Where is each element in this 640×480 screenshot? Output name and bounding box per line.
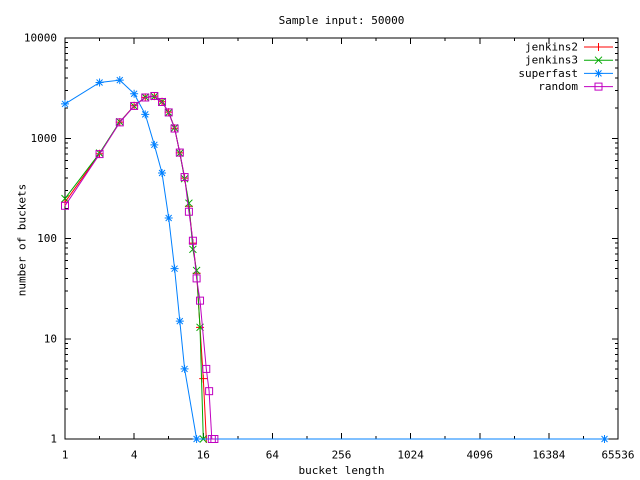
x-tick-label: 1024 bbox=[397, 449, 424, 462]
y-tick-label: 10000 bbox=[24, 32, 57, 45]
plot-frame bbox=[64, 37, 619, 440]
series-superfast-point bbox=[180, 364, 189, 373]
series-random-point bbox=[175, 148, 184, 157]
legend-marker-jenkins3 bbox=[594, 56, 603, 65]
series-jenkins3-point bbox=[192, 266, 201, 275]
series-random-point bbox=[196, 296, 205, 305]
series-random-point bbox=[170, 124, 179, 133]
legend-marker-jenkins2 bbox=[594, 43, 603, 51]
series-superfast-point bbox=[130, 89, 139, 98]
series-random-point bbox=[158, 97, 167, 106]
series-jenkins3-point bbox=[185, 199, 193, 208]
series-random-point bbox=[150, 91, 159, 100]
x-tick-label: 64 bbox=[266, 449, 280, 462]
y-tick-label: 1000 bbox=[31, 132, 58, 145]
legend-marker-superfast bbox=[594, 69, 603, 78]
series-superfast-point bbox=[600, 435, 609, 443]
x-tick-label: 65536 bbox=[601, 449, 634, 462]
series-random-point bbox=[210, 435, 219, 443]
series-superfast-point bbox=[175, 317, 184, 326]
y-tick-label: 1 bbox=[50, 433, 57, 446]
series-superfast-point bbox=[150, 140, 159, 149]
series-random-point bbox=[61, 201, 69, 210]
series-superfast-point bbox=[141, 110, 150, 119]
series-superfast-point bbox=[95, 78, 104, 87]
series-random-point bbox=[202, 364, 211, 373]
x-tick-label: 4096 bbox=[467, 449, 494, 462]
series-jenkins2-point bbox=[199, 374, 208, 383]
chart-title: Sample input: 50000 bbox=[278, 14, 405, 27]
series-superfast-point bbox=[192, 435, 201, 443]
series-jenkins2-line bbox=[64, 95, 207, 440]
series-superfast-point bbox=[158, 169, 167, 178]
y-tick-label: 100 bbox=[37, 232, 57, 245]
series-superfast-point bbox=[61, 99, 69, 108]
series-random-point bbox=[180, 173, 189, 182]
series-superfast-point bbox=[115, 76, 124, 85]
series-random-point bbox=[141, 93, 150, 102]
series-random-point bbox=[115, 118, 124, 127]
series-jenkins3-line bbox=[64, 95, 204, 440]
series-jenkins3-point bbox=[61, 194, 69, 203]
series-superfast-line bbox=[64, 79, 605, 440]
legend-label-jenkins2: jenkins2 bbox=[525, 41, 578, 54]
series-random-point bbox=[188, 236, 197, 245]
series-jenkins3-point bbox=[189, 245, 197, 254]
series-superfast-point bbox=[170, 264, 179, 273]
x-axis-title: bucket length bbox=[298, 464, 385, 477]
x-tick-label: 1 bbox=[62, 449, 69, 462]
series-random-point bbox=[184, 207, 193, 216]
legend-marker-random bbox=[594, 82, 603, 91]
series-superfast-point bbox=[164, 214, 173, 223]
x-tick-label: 256 bbox=[332, 449, 352, 462]
x-tick-label: 4 bbox=[131, 449, 138, 462]
series-random-line bbox=[64, 95, 215, 440]
legend-label-jenkins3: jenkins3 bbox=[525, 54, 578, 67]
series-random-point bbox=[164, 108, 173, 117]
series-random-point bbox=[205, 387, 214, 396]
legend-label-random: random bbox=[538, 80, 578, 93]
series-random-point bbox=[95, 150, 104, 159]
legend-label-superfast: superfast bbox=[518, 67, 578, 80]
series-random-point bbox=[192, 274, 201, 283]
x-tick-label: 16384 bbox=[532, 449, 565, 462]
y-tick-label: 10 bbox=[44, 332, 57, 345]
series-random-point bbox=[130, 101, 139, 110]
x-tick-label: 16 bbox=[197, 449, 210, 462]
